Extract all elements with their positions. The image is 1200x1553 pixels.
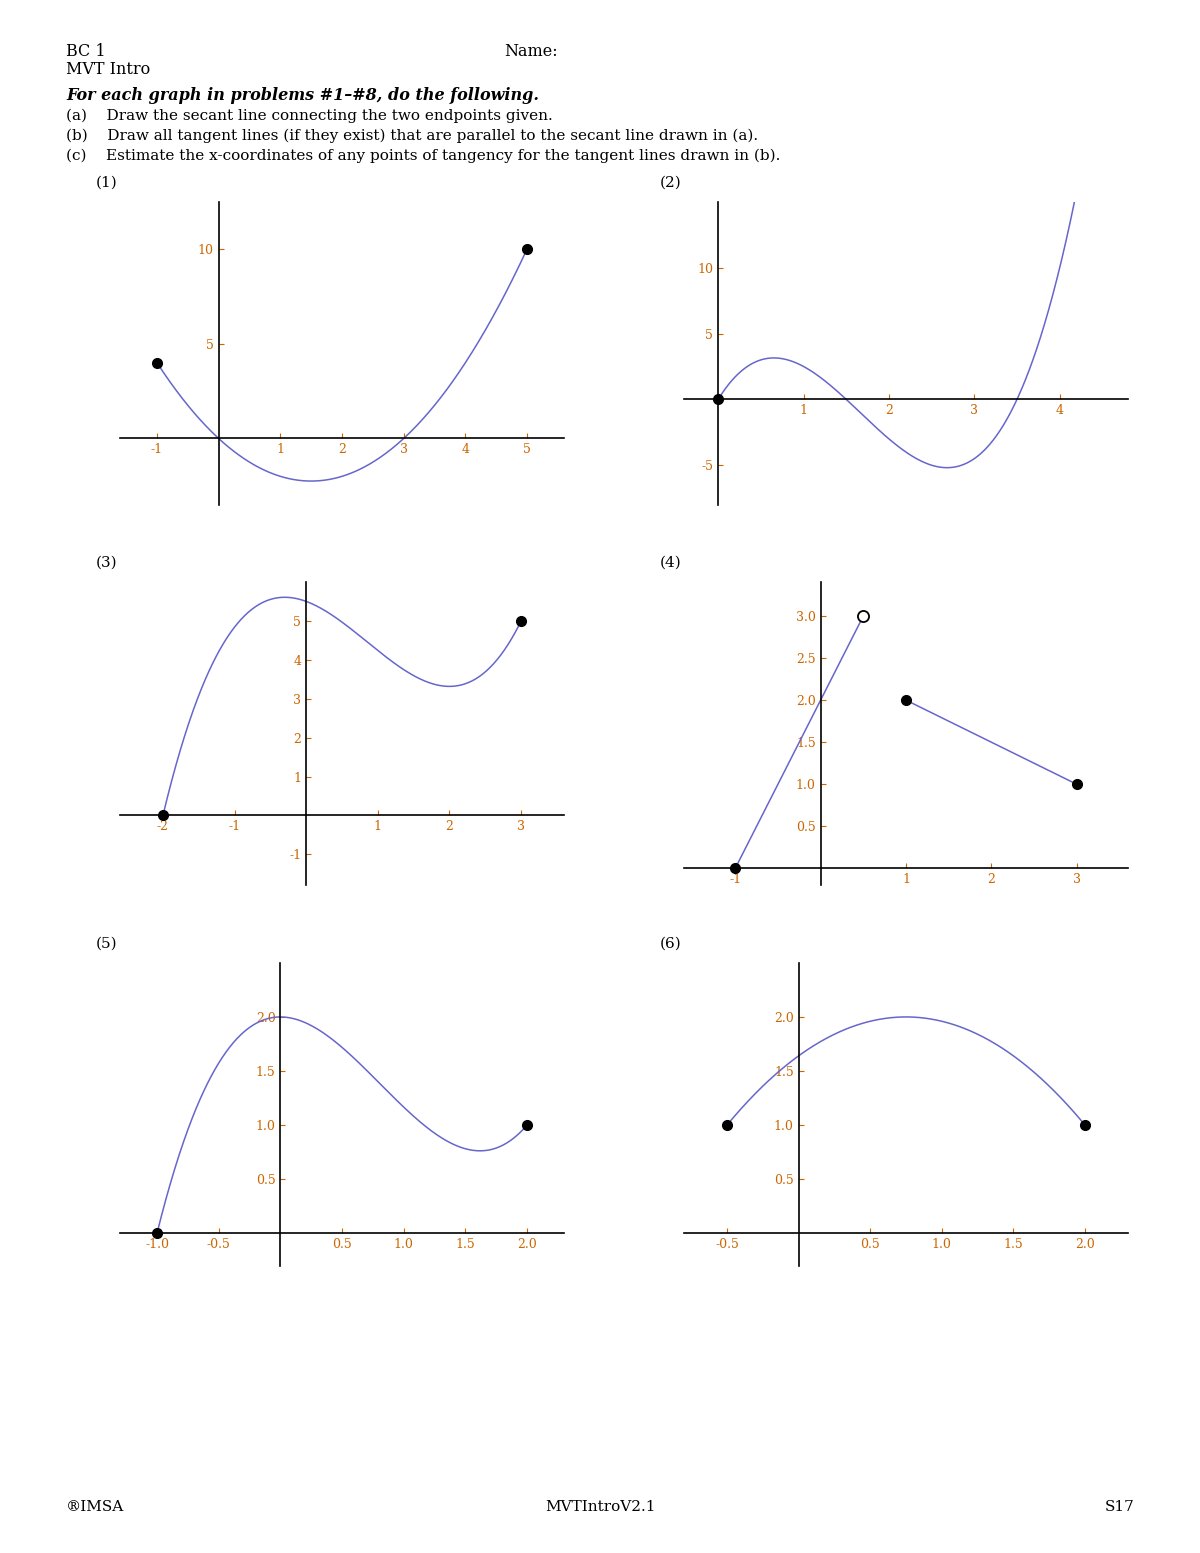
Text: (b)    Draw all tangent lines (if they exist) that are parallel to the secant li: (b) Draw all tangent lines (if they exis…	[66, 129, 758, 143]
Text: (c)    Estimate the x-coordinates of any points of tangency for the tangent line: (c) Estimate the x-coordinates of any po…	[66, 149, 780, 163]
Text: S17: S17	[1104, 1500, 1134, 1514]
Text: (5): (5)	[96, 936, 118, 950]
Text: ®IMSA: ®IMSA	[66, 1500, 125, 1514]
Text: MVTIntroV2.1: MVTIntroV2.1	[545, 1500, 655, 1514]
Text: (a)    Draw the secant line connecting the two endpoints given.: (a) Draw the secant line connecting the …	[66, 109, 553, 123]
Text: MVT Intro: MVT Intro	[66, 61, 150, 78]
Text: BC 1: BC 1	[66, 43, 106, 61]
Text: For each graph in problems #1–#8, do the following.: For each graph in problems #1–#8, do the…	[66, 87, 539, 104]
Text: (4): (4)	[660, 556, 682, 570]
Text: (6): (6)	[660, 936, 682, 950]
Text: (2): (2)	[660, 175, 682, 189]
Text: (1): (1)	[96, 175, 118, 189]
Text: (3): (3)	[96, 556, 118, 570]
Text: Name:: Name:	[504, 43, 558, 61]
